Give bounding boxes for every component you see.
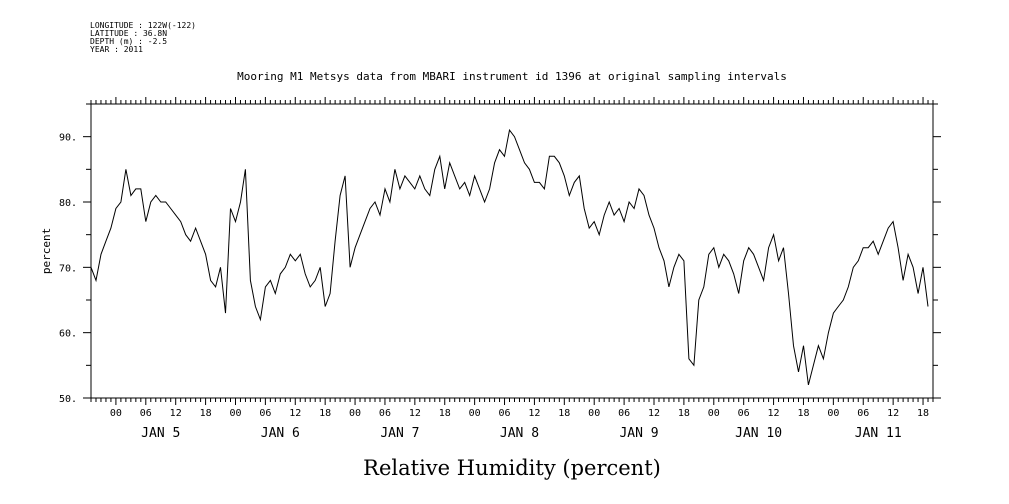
x-tick-labels: 00 06 12 18 00 06 12 18 00 06 12 18 00 06 12 18 00 06 12 18…: [110, 408, 929, 419]
hour-label: 12: [648, 408, 660, 419]
hour-label: 12: [768, 408, 780, 419]
day-label: JAN 11: [855, 426, 902, 441]
depth-label: DEPTH (m) : -2.5: [90, 37, 168, 46]
day-label: JAN 8: [500, 426, 539, 441]
hour-label: 00: [708, 408, 720, 419]
day-labels: JAN 5 JAN 6 JAN 7 JAN 8 JAN 9 JAN 10 JAN 11: [141, 426, 901, 441]
hour-label: 12: [170, 408, 182, 419]
y-tick-label: 60.: [59, 329, 77, 340]
hour-label: 00: [827, 408, 839, 419]
hour-label: 18: [558, 408, 570, 419]
day-label: JAN 10: [735, 426, 782, 441]
y-tick-label: 90.: [59, 133, 77, 144]
hour-label: 06: [140, 408, 152, 419]
hour-label: 00: [229, 408, 241, 419]
hour-label: 18: [319, 408, 331, 419]
hour-label: 06: [499, 408, 511, 419]
hour-label: 06: [857, 408, 869, 419]
latitude-label: LATITUDE : 36.8N: [90, 29, 168, 38]
hour-label: 18: [797, 408, 809, 419]
x-axis-label: Relative Humidity (percent): [363, 456, 661, 480]
y-tick-label: 70.: [59, 263, 77, 274]
hour-label: 00: [110, 408, 122, 419]
longitude-label: LONGITUDE : 122W(-122): [90, 21, 196, 30]
axis-ticks: [83, 97, 941, 405]
hour-label: 06: [259, 408, 271, 419]
hour-label: 06: [738, 408, 750, 419]
hour-label: 18: [439, 408, 451, 419]
hour-label: 06: [618, 408, 630, 419]
hour-label: 00: [588, 408, 600, 419]
plot-frame: [90, 103, 934, 399]
hour-label: 12: [409, 408, 421, 419]
hour-label: 18: [200, 408, 212, 419]
y-tick-label: 50.: [59, 394, 77, 405]
y-axis-label: percent: [40, 228, 53, 274]
day-label: JAN 9: [619, 426, 658, 441]
series-line: [90, 128, 929, 386]
chart-title: Mooring M1 Metsys data from MBARI instru…: [237, 70, 787, 83]
hour-label: 00: [469, 408, 481, 419]
year-label: YEAR : 2011: [90, 45, 143, 54]
hour-label: 00: [349, 408, 361, 419]
hour-label: 18: [678, 408, 690, 419]
hour-label: 06: [379, 408, 391, 419]
day-label: JAN 5: [141, 426, 180, 441]
hour-label: 12: [887, 408, 899, 419]
hour-label: 18: [917, 408, 929, 419]
day-label: JAN 6: [261, 426, 300, 441]
y-tick-labels: 50. 60. 70. 80. 90.: [59, 133, 77, 405]
hour-label: 12: [528, 408, 540, 419]
hour-label: 12: [289, 408, 301, 419]
y-tick-label: 80.: [59, 198, 77, 209]
day-label: JAN 7: [380, 426, 419, 441]
